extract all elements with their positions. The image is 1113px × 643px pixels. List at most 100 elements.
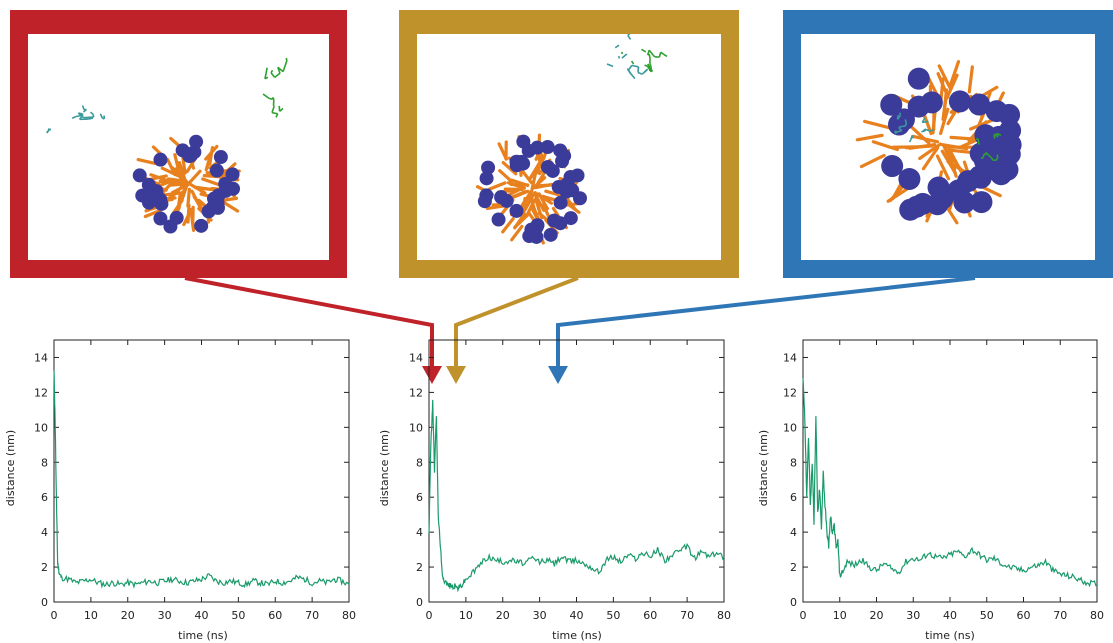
distance-chart-2: distance (nm) time (ns) 0 10 20 30 40 50 60 70 8… [378,339,731,642]
drug-bond [81,105,86,111]
micelle-tail [519,167,533,185]
micelle-head [540,160,555,175]
micelle-tail [161,191,182,197]
drug-bond [924,128,931,132]
micelle-tail [525,198,537,217]
drug-molecule [621,48,668,73]
drug-bond [922,120,929,124]
micelle-tail [501,161,518,176]
micelle-tail [204,144,219,161]
y-tick-label: 4 [416,526,423,539]
micelle-head [931,187,954,210]
micelle-tail [563,200,581,214]
y-tick-label: 8 [416,456,423,469]
drug-bond [977,141,980,145]
micelle-tail [908,143,937,150]
micelle-head [516,134,531,149]
micelle-tail [863,119,891,130]
micelle-head [555,154,570,169]
drug-bond [996,132,1002,137]
x-tick-label: 20 [121,609,135,622]
y-tick-label: 14 [783,351,797,364]
y-tick-label: 12 [409,386,423,399]
snapshot-panel-mid [399,10,739,278]
y-tick-label: 8 [790,456,797,469]
drug-bond [911,135,915,139]
drug-bond [660,51,664,55]
micelle-tail [485,204,506,210]
drug-bond [284,60,288,67]
drug-bond [646,65,652,73]
drug-bond [272,97,275,101]
micelle-head [911,192,934,215]
micelle-head [970,191,993,214]
drug-molecule [975,132,1002,162]
drug-bond [285,57,288,61]
micelle-tail [506,186,525,197]
drug-bond [630,60,635,65]
drug-bond [277,66,284,73]
drug-molecule [46,105,106,134]
micelle-tail [170,166,185,183]
x-tick-label: 80 [717,609,731,622]
distance-series-line [428,399,725,593]
drug-bond [49,128,52,131]
micelle-head [169,210,184,225]
drug-bond [986,152,992,159]
x-tick-label: 10 [84,609,98,622]
micelle-tail [497,142,508,161]
micelle-head [479,171,494,186]
micelle-head [999,133,1022,156]
x-tick-label: 80 [342,609,356,622]
micelle-head [142,195,157,210]
micelle-tail [967,65,974,94]
x-tick-label: 40 [943,609,957,622]
x-tick-label: 10 [459,609,473,622]
micelle-head [563,211,578,226]
micelle-head [153,211,168,226]
y-tick-label: 12 [783,386,797,399]
y-tick-label: 14 [34,351,48,364]
micelle-tail [939,107,950,136]
x-tick-label: 0 [51,609,58,622]
micelle-head [481,160,496,175]
drug-bond [71,115,77,120]
micelle-head [947,179,970,202]
x-axis-label: time (ns) [552,629,602,642]
snapshot-panel-late [783,10,1113,278]
micelle-tail [510,178,530,188]
drug-bond [985,151,988,154]
micelle-tail [908,124,931,145]
y-tick-label: 10 [34,421,48,434]
micelle-head [210,199,225,214]
micelle-tail [533,182,554,190]
micelle-tail [506,181,527,190]
micelle-tail [186,187,191,208]
drug-bond [652,54,656,58]
x-tick-label: 30 [906,609,920,622]
micelle-tail [530,170,538,190]
micelle-head [509,203,524,218]
micelle-tail [188,182,207,195]
x-tick-label: 50 [980,609,994,622]
drug-bond [637,66,640,73]
micelle-tail [946,148,976,155]
drug-bond [77,112,85,119]
drug-bond [262,93,270,100]
drug-bond [629,72,636,80]
micelle-head [530,140,545,155]
micelle-tail [221,200,240,213]
y-tick-label: 0 [41,596,48,609]
micelle-tail [186,203,191,224]
micelle-head [525,226,540,241]
plot-frame [53,339,350,603]
y-tick-label: 2 [41,561,48,574]
drug-bond [628,64,633,70]
drug-bond [84,108,87,111]
x-tick-label: 60 [268,609,282,622]
micelle-tail [160,166,180,177]
drug-bond [648,49,654,56]
micelle-head [968,93,991,116]
micelle-tail [528,162,542,180]
